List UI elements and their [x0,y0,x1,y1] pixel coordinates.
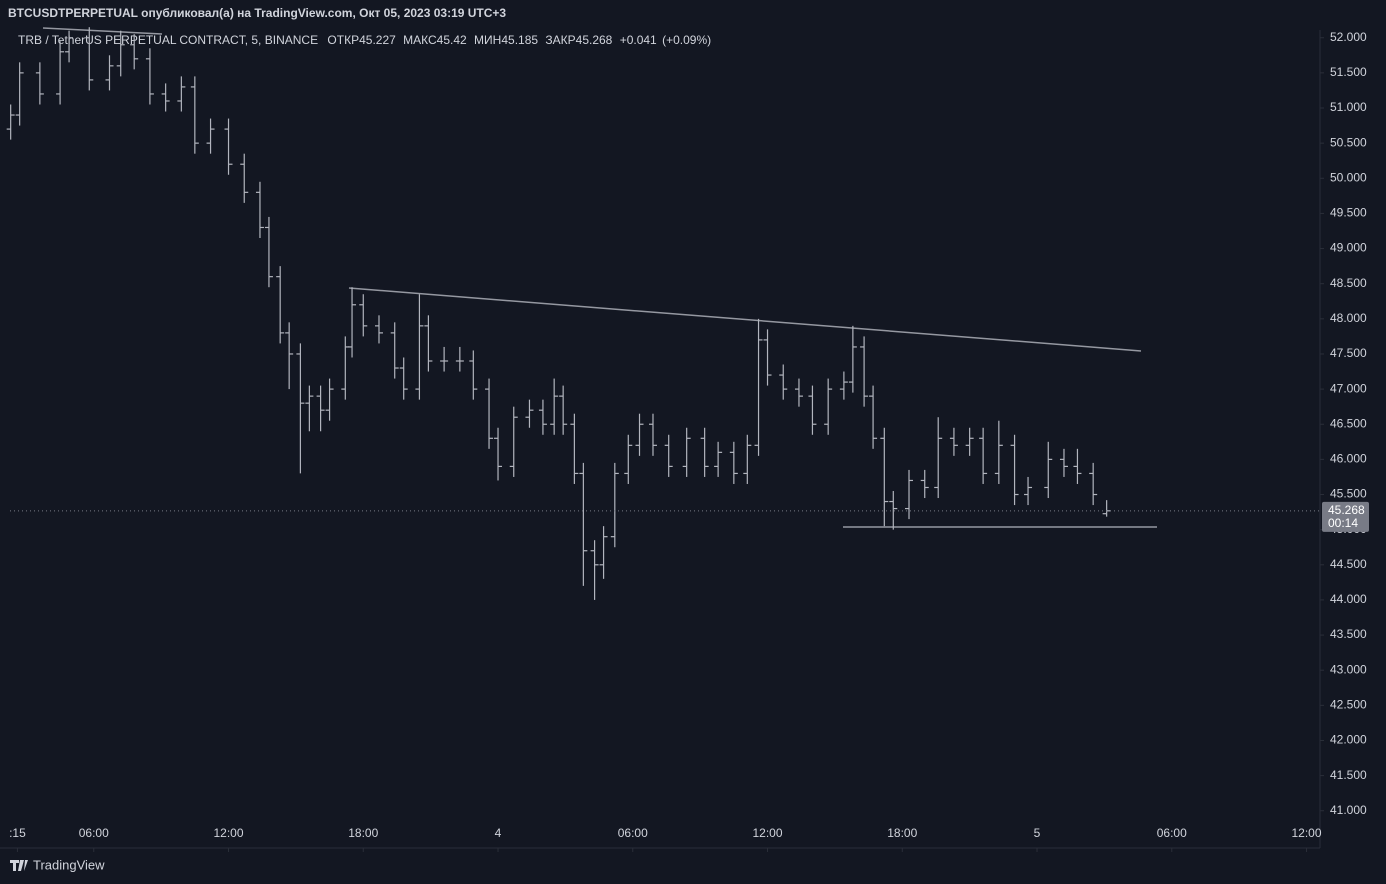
y-tick-label: 50.500 [1330,135,1367,149]
y-tick-label: 48.500 [1330,276,1367,290]
x-tick-label: 06:00 [618,826,648,840]
x-tick-label: 06:00 [79,826,109,840]
close-value: 45.268 [576,33,613,47]
high-value: 45.42 [437,33,467,47]
y-tick-label: 52.000 [1330,30,1367,44]
brand-name: TradingView [33,857,105,872]
y-tick-label: 42.500 [1330,698,1367,712]
y-tick-label: 47.500 [1330,346,1367,360]
symbol: TRB / TetherUS PERPETUAL CONTRACT, 5, BI… [18,33,318,47]
close-label: ЗАКР [545,33,575,47]
x-tick-label: 12:00 [1292,826,1322,840]
y-tick-label: 44.500 [1330,557,1367,571]
y-tick-label: 50.000 [1330,170,1367,184]
y-tick-label: 42.000 [1330,733,1367,747]
open-label: ОТКР [327,33,359,47]
countdown: 00:14 [1328,516,1358,530]
trend-line [348,287,1142,352]
brand-logo [10,860,28,871]
price-label: 45.268 [1328,503,1365,517]
low-label: МИН [474,33,501,47]
x-tick-label: 12:00 [214,826,244,840]
y-tick-label: 44.000 [1330,592,1367,606]
y-tick-label: 45.500 [1330,487,1367,501]
x-tick-label: 18:00 [348,826,378,840]
x-tick-label: 4 [495,826,502,840]
chart-title: BTCUSDTPERPETUAL опубликовал(а) на Tradi… [8,6,506,20]
y-tick-label: 47.000 [1330,381,1367,395]
y-tick-label: 51.500 [1330,65,1367,79]
x-tick-label: 18:00 [887,826,917,840]
y-tick-label: 49.000 [1330,241,1367,255]
y-tick-label: 49.500 [1330,206,1367,220]
price-label-box [1322,501,1369,532]
x-tick-label: 06:00 [1157,826,1187,840]
y-tick-label: 41.000 [1330,803,1367,817]
x-tick-label: 5 [1034,826,1041,840]
y-tick-label: 43.500 [1330,627,1367,641]
y-tick-label: 46.000 [1330,452,1367,466]
change-percent: (+0.09%) [662,33,711,47]
open-value: 45.227 [359,33,396,47]
x-tick-label: 12:00 [753,826,783,840]
low-value: 45.185 [501,33,538,47]
y-tick-label: 46.500 [1330,416,1367,430]
brand: TradingView [10,857,105,872]
drawn-line [42,27,163,35]
x-tick-label: :15 [9,826,26,840]
high-label: МАКС [403,33,437,47]
y-tick-label: 48.000 [1330,311,1367,325]
change: +0.041 [620,33,657,47]
y-tick-label: 43.000 [1330,662,1367,676]
y-tick-label: 41.500 [1330,768,1367,782]
y-tick-label: 51.000 [1330,100,1367,114]
plot: 41.000 41.500 42.000 42.500 43.000 43.500 44.0… [6,27,1369,852]
legend: TRB / TetherUS PERPETUAL CONTRACT, 5, BI… [18,33,711,47]
